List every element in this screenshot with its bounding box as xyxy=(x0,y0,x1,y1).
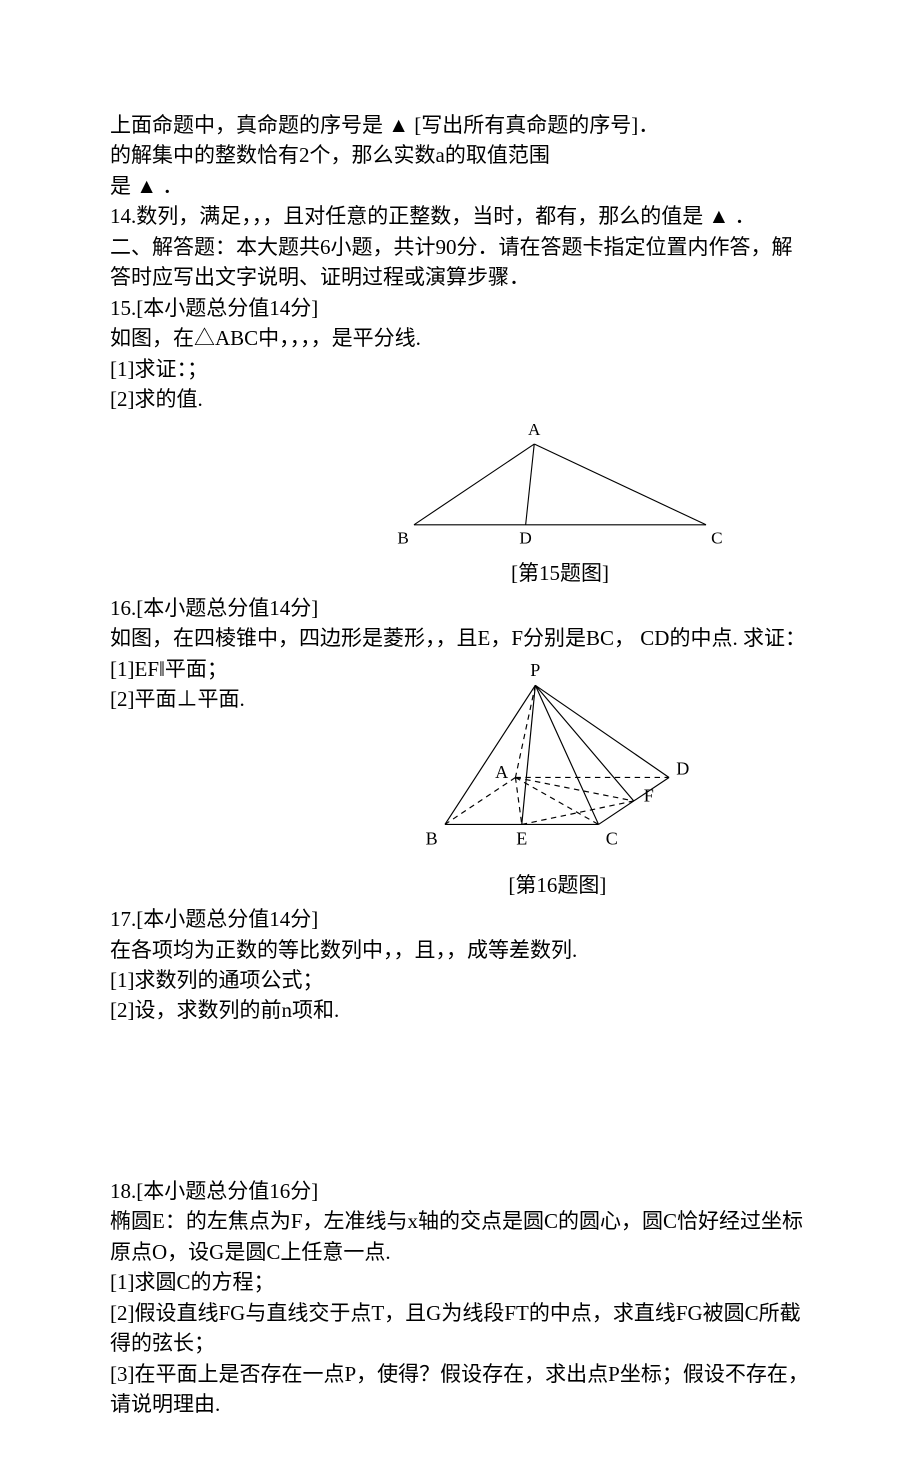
figure-15: A B D C [第15题图] xyxy=(310,420,810,588)
svg-text:C: C xyxy=(711,529,722,548)
svg-text:E: E xyxy=(517,828,528,848)
pyramid-figure: P A B C D E F xyxy=(407,660,707,866)
triangle-figure: A B D C xyxy=(380,420,740,554)
figure-16: P A B C D E F [第16题图] xyxy=(305,660,810,900)
vertical-gap xyxy=(110,1026,810,1176)
text-line: 在各项均为正数的等比数列中，，且，，成等差数列. xyxy=(110,935,810,965)
svg-text:A: A xyxy=(496,762,509,782)
text-line: [2]设，求数列的前n项和. xyxy=(110,995,810,1025)
svg-text:D: D xyxy=(677,758,690,778)
svg-text:B: B xyxy=(397,529,408,548)
text-line: 二、解答题：本大题共6小题，共计90分．请在答题卡指定位置内作答，解答时应写出文… xyxy=(110,232,810,293)
text-line: [2]平面⊥平面. xyxy=(110,684,245,714)
text-line: [1]EF‖平面； xyxy=(110,654,245,684)
svg-text:P: P xyxy=(531,660,541,680)
text-line: 15.[本小题总分值14分] xyxy=(110,293,810,323)
svg-text:D: D xyxy=(519,529,531,548)
figure-16-caption: [第16题图] xyxy=(508,870,606,900)
text-line: [1]求证：； xyxy=(110,354,810,384)
text-line: 是 ▲ ． xyxy=(110,171,810,201)
text-line: 如图，在四棱锥中，四边形是菱形，，且E，F分别是BC， CD的中点. 求证： xyxy=(110,623,810,653)
text-line: 14.数列，满足，，，且对任意的正整数，当时，都有，那么的值是 ▲ ． xyxy=(110,201,810,231)
svg-text:C: C xyxy=(606,828,618,848)
svg-text:A: A xyxy=(528,420,541,439)
text-line: 16.[本小题总分值14分] xyxy=(110,593,810,623)
text-line: 18.[本小题总分值16分] xyxy=(110,1176,810,1206)
text-line: [1]求圆C的方程； xyxy=(110,1267,810,1297)
text-line: [2]假设直线FG与直线交于点T，且G为线段FT的中点，求直线FG被圆C所截得的… xyxy=(110,1298,810,1359)
text-line: [2]求的值. xyxy=(110,384,810,414)
text-line: 的解集中的整数恰有2个，那么实数a的取值范围 xyxy=(110,140,810,170)
text-line: [3]在平面上是否存在一点P，使得？假设存在，求出点P坐标；假设不存在，请说明理… xyxy=(110,1359,810,1420)
figure-15-caption: [第15题图] xyxy=(511,558,609,588)
text-line: 椭圆E：的左焦点为F，左准线与x轴的交点是圆C的圆心，圆C恰好经过坐标原点O，设… xyxy=(110,1206,810,1267)
svg-text:F: F xyxy=(644,785,654,805)
text-line: [1]求数列的通项公式； xyxy=(110,965,810,995)
svg-text:B: B xyxy=(426,828,438,848)
text-line: 如图，在△ABC中，，，，是平分线. xyxy=(110,323,810,353)
text-line: 17.[本小题总分值14分] xyxy=(110,904,810,934)
text-line: 上面命题中，真命题的序号是 ▲ [写出所有真命题的序号]． xyxy=(110,110,810,140)
